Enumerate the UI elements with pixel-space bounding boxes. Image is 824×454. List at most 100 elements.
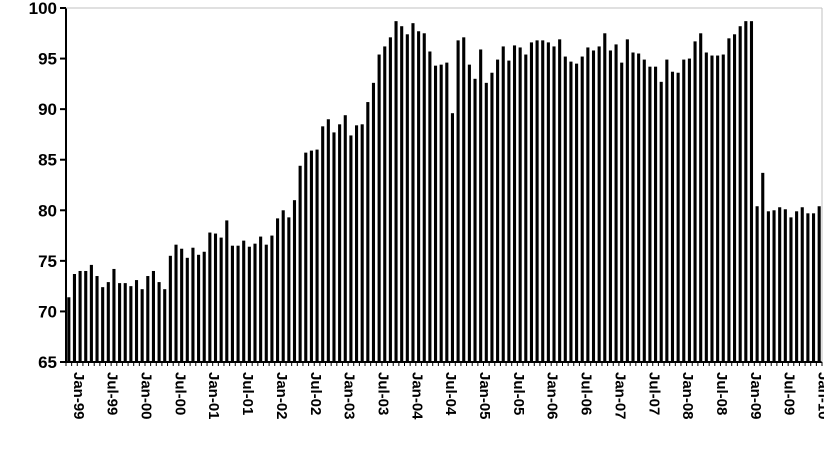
x-tick-label: Jan-08 <box>679 372 696 420</box>
bar <box>456 40 460 363</box>
x-axis: Jan-99 Jul-99 Jan-00 Jul-00 Jan-01 Jul-01 Jan-… <box>65 361 824 420</box>
bar <box>738 26 742 363</box>
bar <box>208 232 212 362</box>
bar <box>405 34 409 363</box>
bar <box>693 41 697 362</box>
y-tick-label: 85 <box>38 151 57 170</box>
x-tick-label: Jul-00 <box>171 372 188 415</box>
bar <box>716 55 720 362</box>
bar <box>191 247 195 362</box>
bar <box>151 270 155 362</box>
x-tick-label: Jul-02 <box>307 372 324 415</box>
bar <box>276 218 280 362</box>
bar <box>535 40 539 363</box>
bar <box>569 61 573 363</box>
bar <box>213 233 218 362</box>
bar <box>665 59 669 362</box>
bar <box>721 54 725 362</box>
x-tick-label: Jul-09 <box>781 372 798 415</box>
bar <box>72 274 77 362</box>
bar <box>377 54 381 362</box>
bar <box>467 64 471 362</box>
bar <box>417 31 421 362</box>
bar <box>349 135 353 362</box>
bar <box>603 33 607 362</box>
bar <box>253 243 257 362</box>
bar <box>631 52 635 362</box>
y-tick-label: 75 <box>38 252 57 271</box>
bar <box>479 49 483 362</box>
x-tick-label: Jul-03 <box>374 372 391 415</box>
bar <box>558 39 562 362</box>
bar <box>123 283 127 362</box>
bar <box>766 211 770 362</box>
bar <box>366 102 370 362</box>
bar <box>168 255 172 362</box>
bar <box>101 287 105 362</box>
bar <box>524 54 528 362</box>
x-tick-label: Jan-09 <box>747 372 764 420</box>
bar <box>343 115 347 363</box>
bar <box>512 45 517 363</box>
bar <box>106 282 110 362</box>
bar <box>580 56 584 363</box>
bar <box>371 82 376 362</box>
bar <box>309 150 313 362</box>
bar <box>360 124 364 362</box>
y-axis: 65 70 75 80 85 90 95 100 <box>29 0 67 372</box>
bar <box>134 280 139 362</box>
bar <box>326 119 330 362</box>
bar <box>411 23 415 362</box>
bar <box>236 245 240 362</box>
bar <box>304 152 308 362</box>
bar <box>281 210 285 362</box>
bar <box>146 276 150 362</box>
bar <box>163 289 167 362</box>
bar <box>699 33 703 362</box>
bar <box>332 132 336 362</box>
bar <box>157 282 161 362</box>
bar <box>298 165 302 362</box>
y-tick-label: 65 <box>38 353 57 372</box>
bar <box>575 63 579 362</box>
x-tick-label: Jan-01 <box>205 372 222 420</box>
bar <box>783 209 787 362</box>
bar <box>473 78 477 363</box>
bar <box>112 268 116 362</box>
bar <box>78 270 82 362</box>
bar <box>118 283 122 362</box>
bar <box>496 59 500 362</box>
bar <box>749 21 754 363</box>
x-tick-label: Jul-05 <box>510 372 527 415</box>
bar <box>761 172 765 362</box>
bar <box>95 276 99 362</box>
bar <box>518 47 522 362</box>
bar <box>755 206 759 362</box>
bar <box>710 55 714 362</box>
bar <box>450 113 455 362</box>
bar <box>383 46 387 363</box>
bar <box>811 213 816 362</box>
bar <box>315 149 319 362</box>
x-tick-label: Jan-03 <box>341 372 358 420</box>
bar <box>552 46 556 363</box>
bar <box>800 207 804 362</box>
y-tick-label: 100 <box>29 0 57 18</box>
bar <box>202 251 206 362</box>
bar <box>591 50 596 362</box>
bar <box>817 206 821 362</box>
bar <box>795 211 799 362</box>
bar <box>625 39 629 362</box>
bar <box>529 42 533 362</box>
bar <box>501 46 505 363</box>
bar <box>507 60 511 363</box>
bar <box>772 210 776 362</box>
bar <box>546 42 550 362</box>
bar <box>225 220 229 362</box>
bar <box>614 44 618 362</box>
bar <box>230 245 234 362</box>
bar <box>287 217 291 362</box>
bar <box>439 64 443 362</box>
bar <box>185 257 189 362</box>
